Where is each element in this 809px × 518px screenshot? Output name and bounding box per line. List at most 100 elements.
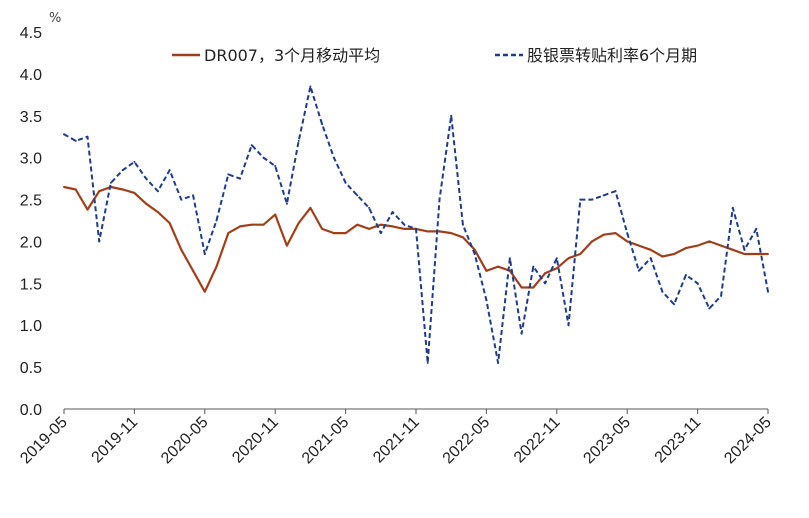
x-tick-label: 2023-11 <box>652 414 705 467</box>
series-1-point <box>426 361 429 364</box>
x-tick-label: 2023-05 <box>580 414 634 468</box>
x-tick-label: 2022-05 <box>440 414 494 468</box>
series-0-point <box>332 232 335 235</box>
series-0-point <box>602 233 605 236</box>
series-1-point <box>391 211 394 214</box>
series-0-point <box>250 223 253 226</box>
series-0-point <box>649 248 652 251</box>
y-tick-label: 2.5 <box>20 193 42 210</box>
series-0-point <box>121 188 124 191</box>
series-1-point <box>614 190 617 193</box>
series-0-point <box>614 232 617 235</box>
series-1-point <box>649 257 652 260</box>
series-1-point <box>567 324 570 327</box>
series-layer <box>63 85 769 364</box>
series-1-point <box>98 240 101 243</box>
series-0-point <box>285 244 288 247</box>
series-0-point <box>720 244 723 247</box>
series-0-point <box>262 223 265 226</box>
series-0-point <box>297 222 300 224</box>
x-tick-label: 2021-11 <box>370 414 423 467</box>
x-tick-label: 2021-05 <box>299 414 353 468</box>
series-1-point <box>274 165 277 167</box>
series-1-point <box>602 194 605 197</box>
series-0-point <box>567 257 570 260</box>
series-0-point <box>168 222 171 224</box>
series-0-point <box>368 227 371 230</box>
series-0-point <box>438 230 441 233</box>
series-1-point <box>473 253 476 255</box>
series-0-point <box>767 253 769 255</box>
series-1-point <box>696 282 699 285</box>
series-1-point <box>544 282 547 285</box>
series-0-point <box>215 265 218 268</box>
series-1-point <box>637 269 640 272</box>
series-1-point <box>239 177 241 180</box>
series-1-point <box>121 169 124 172</box>
series-1-point <box>497 361 500 364</box>
series-1-point <box>344 181 347 184</box>
series-1-point <box>684 274 687 276</box>
series-1-point <box>192 194 195 197</box>
x-tick-label: 2024-05 <box>721 414 775 468</box>
series-1-point <box>767 290 769 293</box>
x-tick-label: 2019-05 <box>17 414 71 468</box>
series-0-point <box>274 213 277 216</box>
series-1-point <box>555 257 558 260</box>
series-0-point <box>661 255 664 258</box>
axes: 0.0 0.5 1.0 1.5 2.0 2.5 3.0 3.5 4.0 4.5 2019-05 201… <box>17 25 775 467</box>
series-0-point <box>755 253 758 255</box>
series-1-point <box>508 257 511 260</box>
series-1-point <box>673 303 676 306</box>
series-0-point <box>309 206 312 209</box>
series-0-point <box>450 232 453 235</box>
series-0-point <box>379 223 382 226</box>
series-0-point <box>133 191 136 194</box>
x-tick-label: 2022-11 <box>511 414 564 467</box>
series-0-point <box>532 286 535 289</box>
series-0-point <box>743 253 746 255</box>
series-0-point <box>227 232 230 235</box>
series-1-point <box>743 248 746 251</box>
series-1-point <box>532 265 535 268</box>
series-1-point <box>450 114 453 117</box>
series-0-point <box>86 208 89 211</box>
x-tick-label: 2019-11 <box>89 414 142 467</box>
series-0-point <box>203 290 206 293</box>
y-tick-label: 3.0 <box>20 151 42 168</box>
series-0-point <box>708 240 711 243</box>
y-unit-label: % <box>49 11 61 26</box>
series-1-point <box>661 290 664 293</box>
series-1-point <box>368 206 371 209</box>
y-tick-label: 1.0 <box>20 318 42 335</box>
x-tick-label: 2020-11 <box>229 414 282 467</box>
legend-label-dr007: DR007，3个月移动平均 <box>204 46 380 65</box>
series-0-point <box>684 247 687 250</box>
y-tick-label: 4.0 <box>20 67 42 84</box>
series-1-point <box>461 223 464 226</box>
series-0-point <box>98 190 101 193</box>
series-1-point <box>250 144 253 147</box>
series-1-point <box>262 156 265 159</box>
series-0-point <box>391 225 394 228</box>
series-0-point <box>673 253 676 255</box>
series-0-point <box>145 202 148 205</box>
series-1-point <box>180 198 183 201</box>
series-0-point <box>591 240 593 243</box>
series-1-point <box>356 194 359 197</box>
series-1-point <box>591 198 593 201</box>
series-1-point <box>203 253 206 255</box>
series-1-point <box>215 219 218 222</box>
series-0-point <box>63 186 65 188</box>
series-1-point <box>285 202 288 205</box>
series-1-point <box>415 227 417 230</box>
series-0-point <box>344 232 347 235</box>
y-tick-label: 3.5 <box>20 109 42 126</box>
series-0-point <box>403 227 406 230</box>
series-1-point <box>156 190 159 193</box>
series-1-point <box>379 232 382 235</box>
series-1-point <box>520 332 523 335</box>
series-1-point <box>438 198 441 201</box>
series-0-point <box>74 188 77 191</box>
series-1-point <box>74 139 77 142</box>
